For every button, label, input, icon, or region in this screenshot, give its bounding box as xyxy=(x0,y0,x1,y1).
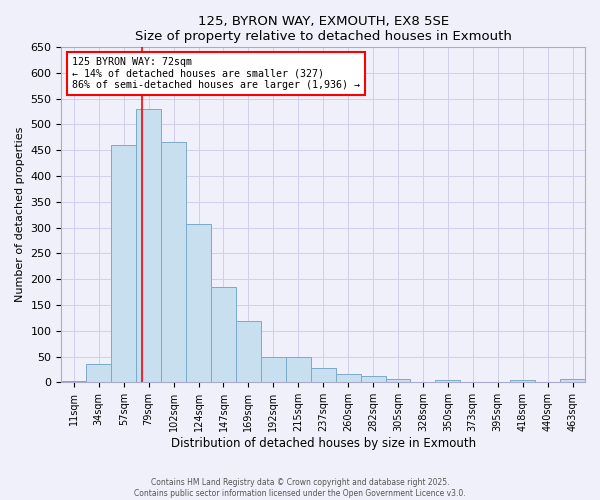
Bar xyxy=(211,288,236,382)
X-axis label: Distribution of detached houses by size in Exmouth: Distribution of detached houses by size … xyxy=(170,437,476,450)
Y-axis label: Number of detached properties: Number of detached properties xyxy=(15,127,25,302)
Bar xyxy=(161,142,186,382)
Bar xyxy=(86,364,111,382)
Bar xyxy=(61,381,86,382)
Bar xyxy=(236,321,261,382)
Title: 125, BYRON WAY, EXMOUTH, EX8 5SE
Size of property relative to detached houses in: 125, BYRON WAY, EXMOUTH, EX8 5SE Size of… xyxy=(135,15,512,43)
Bar xyxy=(335,374,361,382)
Text: Contains HM Land Registry data © Crown copyright and database right 2025.
Contai: Contains HM Land Registry data © Crown c… xyxy=(134,478,466,498)
Bar xyxy=(311,368,335,382)
Bar xyxy=(261,356,286,382)
Bar xyxy=(386,380,410,382)
Bar xyxy=(286,356,311,382)
Bar xyxy=(186,224,211,382)
Bar xyxy=(136,109,161,382)
Bar xyxy=(436,380,460,382)
Bar xyxy=(560,380,585,382)
Bar xyxy=(111,145,136,382)
Bar xyxy=(361,376,386,382)
Bar xyxy=(510,380,535,382)
Text: 125 BYRON WAY: 72sqm
← 14% of detached houses are smaller (327)
86% of semi-deta: 125 BYRON WAY: 72sqm ← 14% of detached h… xyxy=(72,57,360,90)
